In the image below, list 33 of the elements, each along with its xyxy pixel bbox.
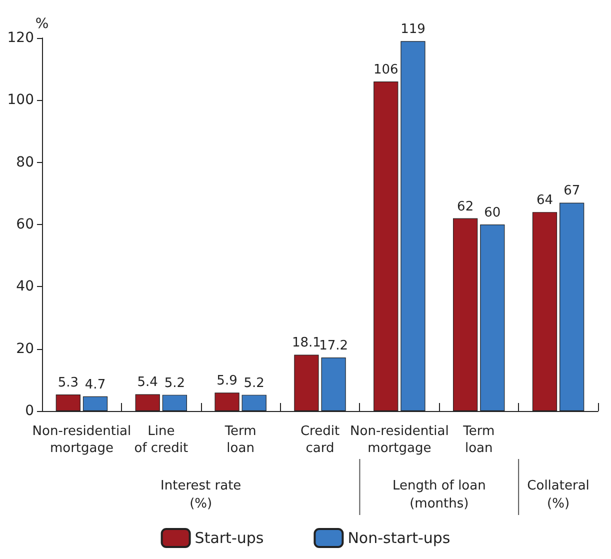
data-label: 119 [400, 22, 426, 38]
x-tick-label: Line of credit [134, 424, 188, 456]
y-tick-label: 60 [16, 216, 34, 232]
text: Collateral (%) [527, 478, 590, 512]
data-label: 4.7 [84, 377, 106, 392]
data-label: 67 [564, 184, 580, 199]
data-label: 62 [457, 199, 474, 214]
legend-label: Non-start-ups [348, 529, 450, 547]
data-label: 17.2 [319, 338, 348, 354]
data-label: 5.2 [164, 376, 186, 391]
data-label: 106 [373, 62, 398, 78]
y-axis-title: % [35, 16, 49, 32]
x-tick-label: Term loan [462, 424, 495, 456]
data-label: 5.4 [137, 375, 158, 390]
data-label: 5.3 [58, 376, 79, 391]
y-tick-label: 80 [16, 154, 34, 170]
text: Length of loan (months) [392, 478, 486, 512]
data-label: 64 [536, 193, 554, 208]
y-tick-label: 40 [16, 278, 34, 295]
x-tick-label: Non-residential mortgage [350, 424, 449, 456]
data-label: 5.9 [216, 374, 238, 389]
y-tick-label: 120 [7, 30, 34, 46]
x-tick-label: Non-residential mortgage [32, 424, 132, 456]
data-label: 60 [484, 206, 501, 220]
y-tick-label: 0 [25, 403, 34, 419]
y-tick-label: 100 [7, 92, 34, 108]
data-label: 5.2 [244, 376, 264, 391]
x-tick-label: Credit card [300, 424, 340, 456]
legend-label: Start-ups [194, 529, 264, 547]
x-tick-label: Term loan [224, 424, 256, 456]
text: Interest rate (%) [160, 478, 242, 512]
y-tick-label: 20 [16, 340, 34, 357]
data-label: 18.1 [292, 336, 321, 351]
